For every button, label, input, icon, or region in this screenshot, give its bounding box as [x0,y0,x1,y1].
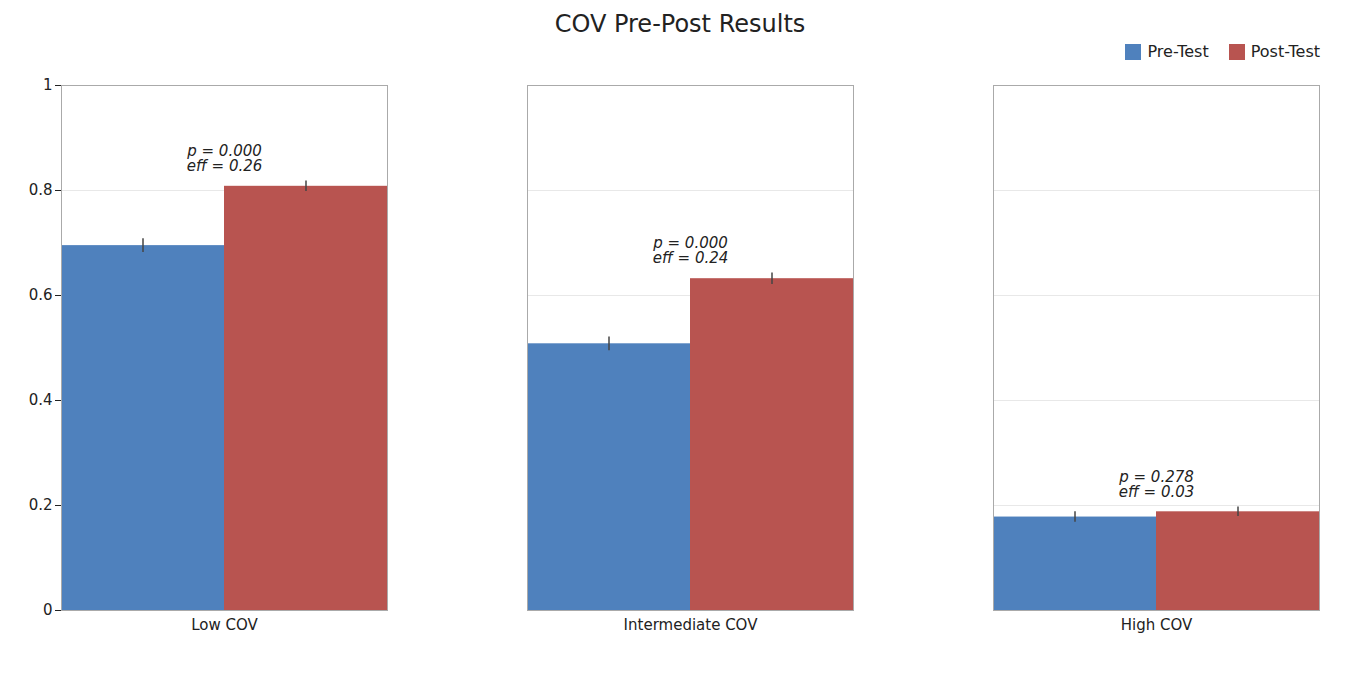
html-text:COV Pre-Post Results: COV Pre-Post Results [554,10,806,38]
svg-text:High COV: High COV [1121,616,1193,634]
html-text:Pre-Test: Pre-Test [1147,42,1209,61]
svg-text:0.2: 0.2 [29,496,53,514]
svg-text:0.4: 0.4 [29,391,53,409]
svg-text:1: 1 [43,76,53,94]
svg-text:p = 0.278eff = 0.03: p = 0.278eff = 0.03 [1118,468,1194,501]
svg-text:Low COV: Low COV [191,616,258,634]
svg-text:0: 0 [43,601,53,619]
svg-text:Intermediate COV: Intermediate COV [624,616,759,634]
html-text:Post-Test: Post-Test [1250,42,1320,61]
svg-text:0.6: 0.6 [29,286,53,304]
svg-text:0.8: 0.8 [29,181,53,199]
svg-text:p = 0.000eff = 0.24: p = 0.000eff = 0.24 [652,234,728,267]
svg-text:p = 0.000eff = 0.26: p = 0.000eff = 0.26 [186,142,262,175]
